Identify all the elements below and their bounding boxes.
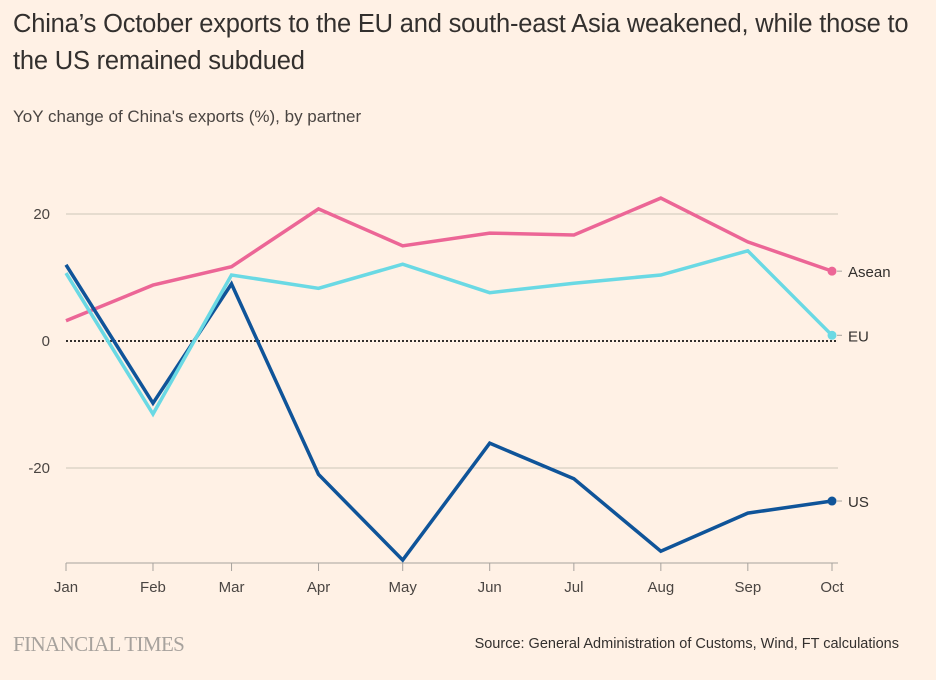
y-tick-label: 0: [42, 333, 50, 350]
series-line-asean: [65, 196, 833, 323]
x-tick-label: Aug: [647, 579, 674, 596]
x-tick-label: May: [389, 579, 418, 596]
y-tick-label: 20: [33, 206, 50, 223]
series-line-eu: [64, 248, 834, 418]
x-tick-label: Sep: [734, 579, 761, 596]
x-tick-label: Feb: [140, 579, 166, 596]
series-layer: [64, 196, 837, 563]
chart-title: China’s October exports to the EU and so…: [13, 10, 909, 75]
x-tick-label: Apr: [307, 579, 330, 596]
grid-layer: 20 0 -20: [28, 206, 838, 477]
series-label-asean: Asean: [848, 264, 891, 281]
series-label-us: US: [848, 494, 869, 511]
endpoint-marker-us: [827, 496, 837, 506]
source-note: Source: General Administration of Custom…: [474, 636, 899, 652]
chart-subtitle: YoY change of China's exports (%), by pa…: [13, 107, 362, 126]
endpoint-marker-asean: [827, 266, 837, 276]
series-label-eu: EU: [848, 328, 869, 345]
y-tick-label: -20: [28, 460, 50, 477]
x-tick-label: Oct: [820, 579, 844, 596]
x-tick-label: Mar: [219, 579, 245, 596]
series-line-us: [64, 263, 833, 563]
x-tick-label: Jul: [564, 579, 583, 596]
x-tick-label: Jan: [54, 579, 78, 596]
endpoint-marker-eu: [827, 330, 837, 340]
x-tick-label: Jun: [478, 579, 502, 596]
x-axis: Jan Feb Mar Apr May Jun Jul Aug Sep Oct: [54, 562, 844, 596]
series-labels: Asean US EU: [837, 264, 891, 511]
ft-logo: FINANCIAL TIMES: [13, 632, 185, 656]
